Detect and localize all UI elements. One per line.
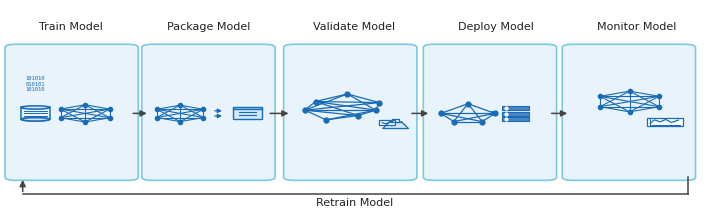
Bar (502, 117, 529, 121)
Ellipse shape (21, 106, 50, 109)
Bar (233, 108, 262, 119)
Text: Deploy Model: Deploy Model (458, 22, 535, 32)
Bar (379, 120, 395, 125)
Text: Train Model: Train Model (39, 22, 103, 32)
Text: Retrain Model: Retrain Model (316, 198, 393, 208)
Text: 101010
010101
101010: 101010 010101 101010 (26, 76, 45, 92)
Bar (233, 107, 262, 109)
Bar (647, 118, 683, 126)
Bar (502, 106, 529, 110)
Text: Package Model: Package Model (167, 22, 250, 32)
FancyBboxPatch shape (142, 44, 275, 180)
Text: Monitor Model: Monitor Model (597, 22, 676, 32)
FancyBboxPatch shape (423, 44, 557, 180)
Polygon shape (383, 122, 408, 129)
Text: Validate Model: Validate Model (313, 22, 396, 32)
FancyBboxPatch shape (284, 44, 417, 180)
Ellipse shape (21, 118, 50, 121)
FancyBboxPatch shape (5, 44, 138, 180)
Bar (21, 108, 50, 119)
Bar (502, 112, 529, 116)
FancyBboxPatch shape (562, 44, 696, 180)
